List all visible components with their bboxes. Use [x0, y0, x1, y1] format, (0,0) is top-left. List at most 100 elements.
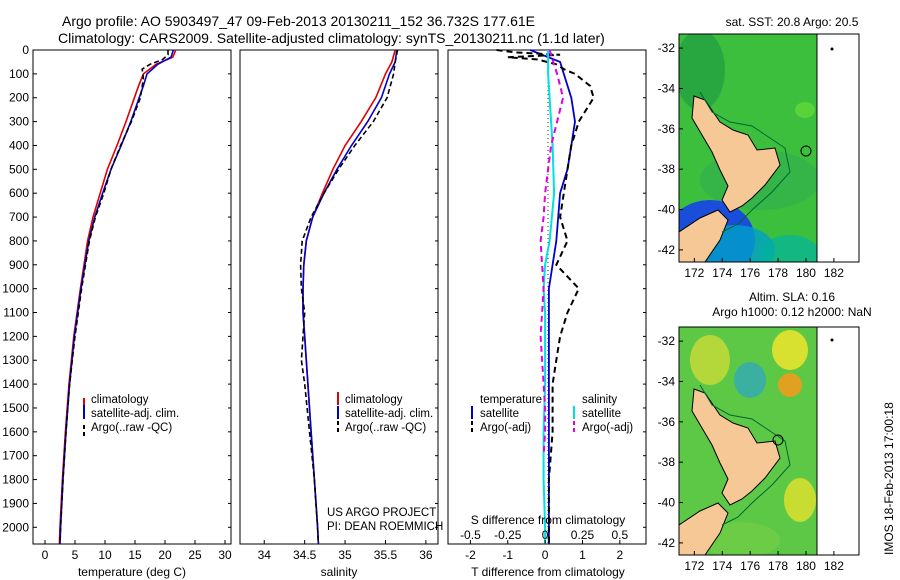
- legend-s-argo: Argo(-adj): [582, 422, 633, 434]
- nz-landmass-2: [679, 384, 791, 555]
- lon-tick-label: 182: [824, 559, 844, 573]
- depth-tick-label: 1700: [2, 449, 29, 463]
- temperature-legend: climatology satellite-adj. clim. Argo(..…: [83, 394, 179, 436]
- x-tick-label: 0: [42, 548, 49, 562]
- lon-tick-label: 176: [740, 266, 760, 280]
- lon-tick-label: 174: [712, 559, 732, 573]
- lon-tick-label: 178: [768, 266, 788, 280]
- salinity-legend: climatology satellite-adj. clim. Argo(..…: [337, 392, 433, 434]
- salinity-panel: 34 34.5 35 35.5 36 salinity climatology sate…: [239, 49, 443, 579]
- argo-position-marker-2: [772, 434, 784, 446]
- title-line-1: Argo profile: AO 5903497_47 09-Feb-2013 …: [62, 13, 535, 29]
- temperature-ticks: 0 5 10 15 20 25 30: [42, 49, 232, 562]
- depth-tick-label: 1800: [2, 473, 29, 487]
- lon-tick-label: 180: [796, 266, 816, 280]
- legend-t-satellite: satellite: [480, 408, 519, 420]
- depth-tick-label: 300: [9, 115, 29, 129]
- depth-tick-label: 1100: [3, 306, 29, 320]
- temperature-profile-lines: [58, 49, 177, 545]
- x-tick-label: 34: [258, 548, 272, 562]
- difference-panel: -2 -1 0 1 2 -0.5 -0.25 0 0.25 0.5 T difference fr…: [447, 49, 647, 579]
- depth-tick-label: 500: [9, 162, 29, 176]
- depth-tick-label: 1000: [2, 282, 29, 296]
- x-tick-label: 15: [128, 548, 142, 562]
- depth-tick-label: 1500: [2, 401, 29, 415]
- lon-tick-label: 172: [684, 559, 704, 573]
- lat-tick-label: -42: [658, 536, 676, 550]
- depth-tick-label: 1600: [2, 425, 29, 439]
- imos-side-label: IMOS 18-Feb-2013 17:00:18: [882, 402, 896, 555]
- x-tick-label: 35: [338, 548, 352, 562]
- x-tick-label: -2: [465, 548, 476, 562]
- depth-tick-label: 2000: [2, 520, 29, 534]
- lat-tick-label: -38: [658, 162, 676, 176]
- x-tick-label: 2: [617, 548, 624, 562]
- x2-tick-label: 0.5: [612, 528, 629, 542]
- lat-tick-label: -40: [658, 203, 676, 217]
- series-line-salinity-argo-adj-: [539, 49, 565, 456]
- x-tick-label: 34.5: [293, 548, 317, 562]
- legend-salinity-head: salinity: [582, 394, 617, 406]
- credit-line-2: PI: DEAN ROEMMICH: [327, 521, 443, 533]
- lat-tick-label: -36: [658, 415, 676, 429]
- legend-t-argo: Argo(-adj): [480, 422, 531, 434]
- x2-tick-label: -0.25: [494, 528, 522, 542]
- x-tick-label: 1: [579, 548, 586, 562]
- x-tick-label: 36: [419, 548, 433, 562]
- lon-tick-label: 174: [712, 266, 732, 280]
- legend-climatology-2: climatology: [345, 394, 403, 406]
- lat-tick-label: -36: [658, 122, 676, 136]
- difference-profile-lines: [496, 49, 595, 544]
- series-line-argo-raw-qc-: [299, 49, 399, 545]
- legend-temperature-head: temperature: [480, 394, 542, 406]
- depth-tick-label: 800: [9, 234, 29, 248]
- series-line-argo-raw-qc-: [59, 50, 169, 545]
- lat-tick-label: -38: [658, 455, 676, 469]
- difference-xlabel: T difference from climatology: [471, 565, 625, 579]
- sla-map: -32 -34 -36 -38 -40 -42 172 174 176 178 180 182: [658, 326, 860, 573]
- depth-tick-label: 400: [9, 138, 29, 152]
- depth-tick-label: 700: [9, 210, 29, 224]
- salinity-ticks: 34 34.5 35 35.5 36: [258, 49, 438, 562]
- depth-tick-label: 1200: [2, 329, 29, 343]
- lat-tick-label: -34: [658, 81, 676, 95]
- salinity-axes: [239, 49, 439, 545]
- x-tick-label: 10: [98, 548, 112, 562]
- legend-s-satellite: satellite: [582, 408, 621, 420]
- argo-position-marker-1: [800, 145, 812, 157]
- x-tick-label: 30: [218, 548, 232, 562]
- x-tick-label: 5: [72, 548, 79, 562]
- lat-tick-label: -32: [658, 334, 676, 348]
- title-line-2: Climatology: CARS2009. Satellite-adjuste…: [58, 30, 605, 46]
- x2-tick-label: -0.5: [460, 528, 481, 542]
- x-tick-label: 20: [158, 548, 172, 562]
- x2-tick-label: 0: [542, 528, 549, 542]
- salinity-diff-label: S difference from climatology: [471, 513, 626, 527]
- map2-title-1: Altim. SLA: 0.16: [749, 290, 835, 304]
- depth-tick-label: 1300: [2, 353, 29, 367]
- depth-tick-label: 200: [9, 91, 29, 105]
- series-line-temperature-satellite: [529, 49, 576, 544]
- difference-ticks: -2 -1 0 1 2 -0.5 -0.25 0 0.25 0.5: [460, 49, 646, 562]
- x-tick-label: -1: [502, 548, 513, 562]
- map2-title-2: Argo h1000: 0.12 h2000: NaN: [712, 305, 871, 319]
- lat-tick-label: -42: [658, 243, 676, 257]
- lat-tick-label: -32: [658, 41, 676, 55]
- x-tick-label: 25: [188, 548, 202, 562]
- map1-ticks: -32 -34 -36 -38 -40 -42 172 174 176 178 180 182: [658, 41, 845, 280]
- lon-tick-label: 172: [684, 266, 704, 280]
- map2-ticks: -32 -34 -36 -38 -40 -42 172 174 176 178 180 182: [658, 334, 845, 573]
- series-line-temperature-argo-adj-: [496, 49, 595, 544]
- depth-tick-label: 600: [9, 186, 29, 200]
- depth-tick-label: 1900: [2, 496, 29, 510]
- x-tick-label: 0: [542, 548, 549, 562]
- lat-tick-label: -34: [658, 374, 676, 388]
- lon-tick-label: 178: [768, 559, 788, 573]
- legend-satellite-2: satellite-adj. clim.: [345, 408, 433, 420]
- lat-tick-label: -40: [658, 496, 676, 510]
- temperature-xlabel: temperature (deg C): [78, 565, 186, 579]
- x2-tick-label: 0.25: [571, 528, 595, 542]
- temperature-axes: [32, 49, 232, 545]
- difference-legend: temperature salinity satellite Argo(-adj…: [471, 394, 633, 434]
